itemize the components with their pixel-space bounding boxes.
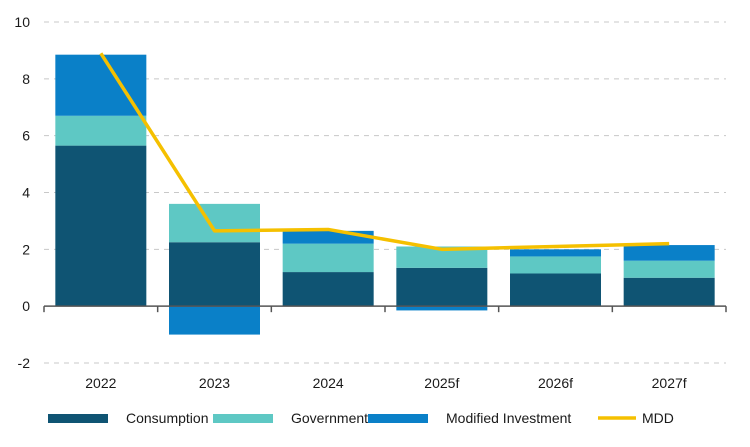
legend-item-modified-investment: Modified Investment [368,410,571,426]
grid [44,21,726,364]
legend-label-consumption: Consumption [126,410,209,426]
mdd-line-layer [99,52,670,252]
bar-modified-investment [55,54,147,116]
bar-consumption [396,267,488,307]
y-tick-label: 0 [22,298,30,314]
legend: Consumption Government Modified Investment… [48,410,674,426]
bar-consumption [169,242,260,307]
y-tick-label: 10 [14,14,30,30]
bar-modified-investment [169,306,260,335]
legend-item-mdd: MDD [598,410,674,426]
bar-modified-investment [396,306,488,311]
bar-consumption [282,272,374,307]
bars [55,54,715,335]
axes [43,305,727,313]
y-tick-label: 2 [22,241,30,257]
legend-label-modified-investment: Modified Investment [446,410,571,426]
tick-labels: -2 0 2 4 6 8 10 2022 2023 2024 2025f 2026f 2027f [14,14,686,391]
y-tick-label: 4 [22,185,30,201]
bar-government [510,256,601,274]
x-tick-label: 2024 [313,375,344,391]
legend-swatch-government [213,414,273,423]
mdd-line [99,52,670,252]
legend-swatch-modified-investment [368,414,428,423]
bar-consumption [623,277,715,307]
legend-item-government: Government [213,410,368,426]
y-tick-label: 6 [22,128,30,144]
bar-government [282,243,374,273]
bar-government [55,115,147,146]
bar-government [169,203,260,243]
legend-label-government: Government [291,410,368,426]
x-tick-label: 2027f [652,375,687,391]
y-tick-label: 8 [22,71,30,87]
bar-consumption [510,273,601,307]
y-tick-label: -2 [18,355,31,371]
x-tick-label: 2026f [538,375,573,391]
legend-item-consumption: Consumption [48,410,209,426]
x-tick-label: 2023 [199,375,230,391]
bar-government [396,246,488,268]
bar-government [623,260,715,278]
bar-modified-investment [510,249,601,257]
legend-label-mdd: MDD [642,410,674,426]
bar-modified-investment [623,245,715,261]
bar-consumption [55,145,147,307]
legend-swatch-consumption [48,414,108,423]
x-tick-label: 2025f [424,375,459,391]
x-tick-label: 2022 [85,375,116,391]
bar-modified-investment [282,230,374,244]
